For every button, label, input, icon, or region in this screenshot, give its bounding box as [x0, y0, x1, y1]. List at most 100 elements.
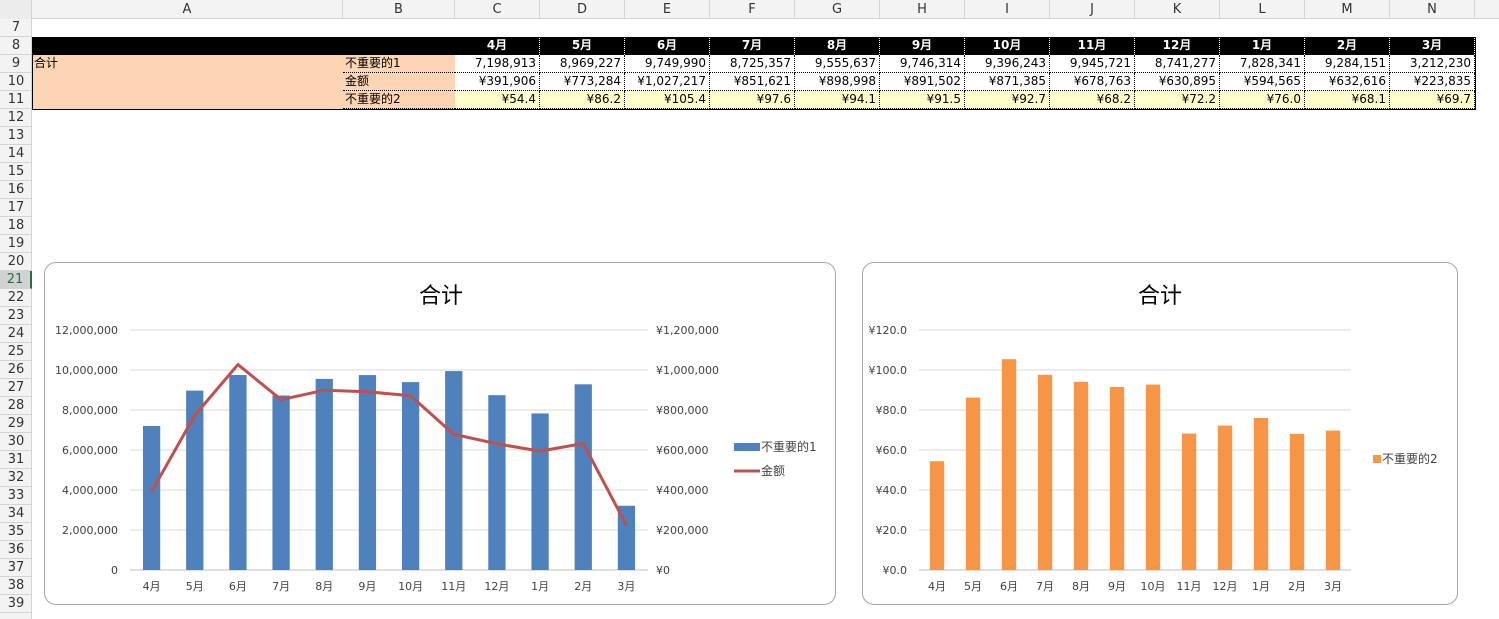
- bar[interactable]: [1073, 381, 1089, 570]
- value-cell[interactable]: 9,396,243: [965, 55, 1050, 73]
- bar[interactable]: [1289, 433, 1305, 570]
- value-cell[interactable]: 8,725,357: [710, 55, 795, 73]
- bar-chart[interactable]: 合计 ¥0.0 ¥20.0 ¥40.0 ¥60.0 ¥80.0 ¥100.0 ¥120.0 4月…: [862, 262, 1458, 605]
- row-header-9[interactable]: 9: [0, 55, 32, 73]
- row-header-17[interactable]: 17: [0, 199, 32, 217]
- month-header[interactable]: 11月: [1050, 37, 1135, 55]
- row-header-39[interactable]: 39: [0, 595, 32, 613]
- combo-chart[interactable]: 合计 0 ¥0 2,000,000 ¥200,000 4,000,000 ¥400,000 6…: [44, 262, 836, 605]
- row-header-18[interactable]: 18: [0, 217, 32, 235]
- value-cell[interactable]: ¥391,906: [455, 73, 540, 91]
- column-header-h[interactable]: H: [880, 0, 965, 19]
- value-cell[interactable]: 9,284,151: [1305, 55, 1390, 73]
- value-cell[interactable]: 9,555,637: [795, 55, 880, 73]
- bar[interactable]: [315, 378, 333, 570]
- bar[interactable]: [142, 426, 161, 570]
- column-header-n[interactable]: N: [1390, 0, 1475, 19]
- row-header-36[interactable]: 36: [0, 541, 32, 559]
- month-header[interactable]: 2月: [1305, 37, 1390, 55]
- month-header[interactable]: 6月: [625, 37, 710, 55]
- row-label-cell[interactable]: 不重要的2: [343, 91, 455, 109]
- column-header-e[interactable]: E: [625, 0, 710, 19]
- value-cell[interactable]: ¥898,998: [795, 73, 880, 91]
- row-header-26[interactable]: 26: [0, 361, 32, 379]
- row-header-20[interactable]: 20: [0, 253, 32, 271]
- value-cell[interactable]: ¥632,616: [1305, 73, 1390, 91]
- row-header-19[interactable]: 19: [0, 235, 32, 253]
- row-header-13[interactable]: 13: [0, 127, 32, 145]
- bar[interactable]: [965, 397, 981, 570]
- row-header-11[interactable]: 11: [0, 91, 32, 109]
- column-header-l[interactable]: L: [1220, 0, 1305, 19]
- bar[interactable]: [488, 395, 506, 570]
- month-header[interactable]: 3月: [1390, 37, 1475, 55]
- row-header-37[interactable]: 37: [0, 559, 32, 577]
- value-cell[interactable]: ¥54.4: [455, 91, 540, 109]
- value-cell[interactable]: ¥223,835: [1390, 73, 1475, 91]
- bar[interactable]: [186, 390, 204, 570]
- bar[interactable]: [617, 505, 636, 570]
- bar[interactable]: [1109, 387, 1125, 570]
- row-header-33[interactable]: 33: [0, 487, 32, 505]
- bar[interactable]: [272, 395, 290, 570]
- bar[interactable]: [1325, 430, 1341, 570]
- value-cell[interactable]: ¥97.6: [710, 91, 795, 109]
- row-header-38[interactable]: 38: [0, 577, 32, 595]
- column-header-j[interactable]: J: [1050, 0, 1135, 19]
- row-header-12[interactable]: 12: [0, 109, 32, 127]
- bar[interactable]: [1217, 425, 1233, 570]
- month-header[interactable]: 7月: [710, 37, 795, 55]
- value-cell[interactable]: 3,212,230: [1390, 55, 1475, 73]
- month-header[interactable]: 12月: [1135, 37, 1220, 55]
- row-header-30[interactable]: 30: [0, 433, 32, 451]
- bar[interactable]: [1001, 359, 1017, 570]
- value-cell[interactable]: ¥76.0: [1220, 91, 1305, 109]
- month-header[interactable]: 10月: [965, 37, 1050, 55]
- bar[interactable]: [1253, 418, 1269, 570]
- row-header-27[interactable]: 27: [0, 379, 32, 397]
- bar[interactable]: [531, 413, 549, 570]
- value-cell[interactable]: ¥1,027,217: [625, 73, 710, 91]
- column-header-d[interactable]: D: [540, 0, 625, 19]
- value-cell[interactable]: 9,945,721: [1050, 55, 1135, 73]
- bar[interactable]: [445, 371, 463, 570]
- bar[interactable]: [1181, 433, 1197, 570]
- column-header-f[interactable]: F: [710, 0, 795, 19]
- row-header-15[interactable]: 15: [0, 163, 32, 181]
- row-header-25[interactable]: 25: [0, 343, 32, 361]
- value-cell[interactable]: ¥86.2: [540, 91, 625, 109]
- row-header-14[interactable]: 14: [0, 145, 32, 163]
- column-header-a[interactable]: A: [32, 0, 343, 19]
- value-cell[interactable]: ¥105.4: [625, 91, 710, 109]
- column-header-i[interactable]: I: [965, 0, 1050, 19]
- row-header-24[interactable]: 24: [0, 325, 32, 343]
- row-header-29[interactable]: 29: [0, 415, 32, 433]
- value-cell[interactable]: 9,746,314: [880, 55, 965, 73]
- month-header[interactable]: 4月: [455, 37, 540, 55]
- month-header[interactable]: 1月: [1220, 37, 1305, 55]
- column-header-b[interactable]: B: [343, 0, 455, 19]
- value-cell[interactable]: ¥630,895: [1135, 73, 1220, 91]
- value-cell[interactable]: ¥68.2: [1050, 91, 1135, 109]
- row-header-32[interactable]: 32: [0, 469, 32, 487]
- value-cell[interactable]: ¥891,502: [880, 73, 965, 91]
- bar[interactable]: [229, 375, 247, 570]
- row-header-21[interactable]: 21: [0, 271, 32, 289]
- value-cell[interactable]: ¥91.5: [880, 91, 965, 109]
- row-header-35[interactable]: 35: [0, 523, 32, 541]
- column-header-m[interactable]: M: [1305, 0, 1390, 19]
- column-header-k[interactable]: K: [1135, 0, 1220, 19]
- value-cell[interactable]: 8,969,227: [540, 55, 625, 73]
- row-label-cell[interactable]: 金额: [343, 73, 455, 91]
- month-header[interactable]: 5月: [540, 37, 625, 55]
- value-cell[interactable]: 7,828,341: [1220, 55, 1305, 73]
- column-header-c[interactable]: C: [455, 0, 540, 19]
- value-cell[interactable]: ¥68.1: [1305, 91, 1390, 109]
- row-header-28[interactable]: 28: [0, 397, 32, 415]
- bar[interactable]: [574, 384, 592, 570]
- row-header-8[interactable]: 8: [0, 37, 32, 55]
- line-series[interactable]: [150, 363, 628, 526]
- value-cell[interactable]: ¥871,385: [965, 73, 1050, 91]
- bar[interactable]: [1145, 384, 1161, 570]
- row-label-cell[interactable]: 不重要的1: [343, 55, 455, 73]
